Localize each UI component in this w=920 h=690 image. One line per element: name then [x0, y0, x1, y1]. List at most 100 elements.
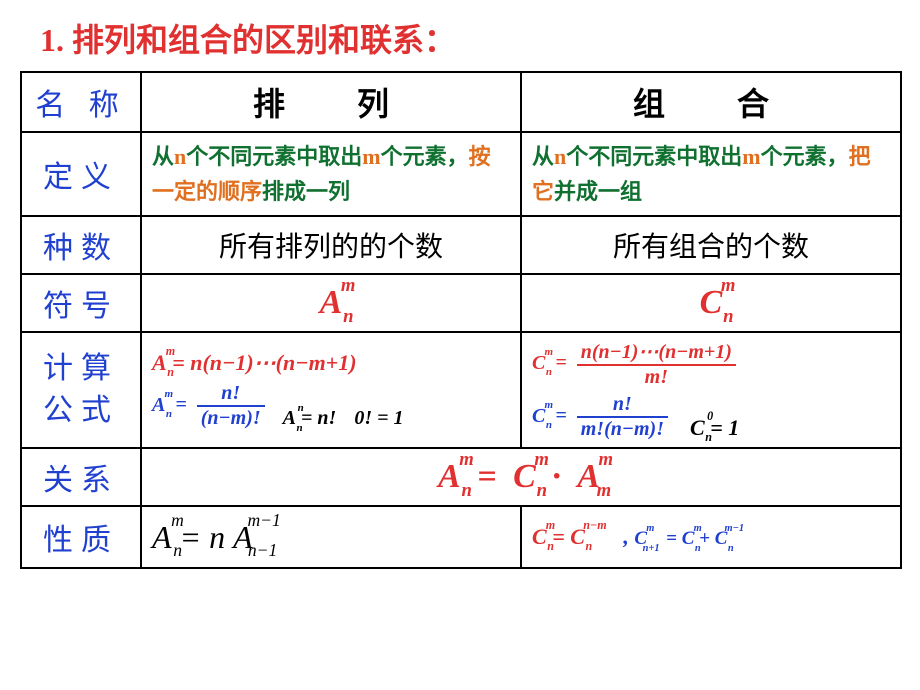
symbol-comb: Cmn [521, 274, 901, 332]
perm-f3: Ann = n! [283, 407, 337, 430]
property-label: 性质 [21, 506, 141, 568]
pp-lhs-sub: n [173, 540, 182, 561]
comb-f1: Cmn = n(n−1)⋯(n−m+1)m! [532, 339, 890, 389]
pc1-lhs-sub: n [547, 539, 554, 554]
prop-perm-eq: Amn = n Am−1n−1 [152, 519, 253, 555]
rel-A2-sub: m [597, 480, 616, 502]
def-label-text: 定义 [43, 161, 119, 194]
cf2-den: m!(n−m)! [577, 416, 668, 441]
relation-label-text: 关系 [43, 464, 119, 497]
header-row: 名 称 排 列 组 合 [21, 72, 901, 132]
pc2-r1-sup: m [694, 523, 702, 534]
rel-C-sup: m [534, 449, 553, 471]
page-container: 1. 排列和组合的区别和联系： 名 称 排 列 组 合 定义 从n个不同元素中取… [0, 0, 920, 690]
def-perm-t2: n [174, 144, 186, 169]
count-label: 种数 [21, 216, 141, 274]
pc2-r1: C [682, 528, 695, 549]
formula-perm: Amn = n(n−1)⋯(n−m+1) Amn = n!(n−m)! Ann … [141, 332, 521, 448]
def-perm: 从n个不同元素中取出m个元素，按一定的顺序排成一列 [141, 132, 521, 216]
pf2-num: n! [197, 382, 265, 405]
sym-C-sup: m [721, 275, 736, 297]
pf1-A: A [152, 350, 167, 375]
header-perm: 排 列 [141, 72, 521, 132]
def-label: 定义 [21, 132, 141, 216]
pp-lhs: A [152, 519, 172, 555]
symbol-label: 符号 [21, 274, 141, 332]
perm-f2: Amn = n!(n−m)! [152, 382, 265, 430]
comb-f2: Cmn = n!m!(n−m)! [532, 393, 668, 441]
sym-C-sub: n [723, 306, 733, 328]
sym-C: C [700, 284, 723, 321]
rel-A1-sup: m [459, 449, 478, 471]
pf1-rhs: = n(n−1)⋯(n−m+1) [172, 350, 356, 375]
pp-eq: = n [180, 519, 226, 555]
formula-row: 计算 公式 Amn = n(n−1)⋯(n−m+1) Amn = n!(n−m)… [21, 332, 901, 448]
pc1-lhs: C [532, 524, 547, 549]
pc2-lhs-sub: n+1 [643, 543, 660, 554]
definition-row: 定义 从n个不同元素中取出m个元素，按一定的顺序排成一列 从n个不同元素中取出m… [21, 132, 901, 216]
comparison-table: 名 称 排 列 组 合 定义 从n个不同元素中取出m个元素，按一定的顺序排成一列… [20, 71, 902, 569]
symbol-row: 符号 Amn Cmn [21, 274, 901, 332]
cf1-num: n(n−1)⋯(n−m+1) [577, 339, 736, 364]
pc1-lhs-sup: m [546, 518, 555, 533]
title-text: 排列和组合的区别和联系： [72, 22, 456, 58]
formula-label: 计算 公式 [21, 332, 141, 448]
property-label-text: 性质 [43, 524, 119, 557]
relation-formula: Amn = Cmn · Amm [141, 448, 901, 506]
pc1-rhs-sub: n [585, 539, 592, 554]
count-comb: 所有组合的个数 [521, 216, 901, 274]
count-label-text: 种数 [43, 232, 119, 265]
perm-f1: Amn = n(n−1)⋯(n−m+1) [152, 350, 510, 376]
def-perm-t7: 排成一列 [262, 179, 350, 204]
formula-label-2: 公式 [43, 394, 119, 427]
cf1-C: C [532, 352, 545, 374]
cf2-C: C [532, 405, 545, 427]
pp-lhs-sup: m [171, 510, 184, 531]
symbol-label-text: 符号 [43, 290, 119, 323]
pc2-eq: = [661, 528, 681, 549]
prop-comb-comma: , [623, 524, 629, 549]
sym-A-sub: n [343, 306, 353, 328]
pc2-r2-sub: n [728, 543, 734, 554]
title-prefix: 1. [40, 22, 64, 58]
header-name: 名 称 [21, 72, 141, 132]
def-perm-t5: 个元素， [381, 144, 469, 169]
def-comb-t5: 个元素， [761, 144, 849, 169]
header-comb: 组 合 [521, 72, 901, 132]
pp-rhs-sub: n−1 [248, 540, 277, 561]
def-perm-t4: m [362, 144, 380, 169]
pc2-r1-sub: n [695, 543, 701, 554]
pf2-den: (n−m)! [197, 405, 265, 430]
def-comb-t7: 并成一组 [554, 179, 642, 204]
rel-C-sub: n [537, 480, 551, 502]
cf1-den: m! [577, 364, 736, 389]
def-comb-t4: m [742, 144, 760, 169]
pf2-A: A [152, 394, 165, 416]
rel-dot: · [552, 458, 577, 495]
prop-comb-p1: Cmn = Cn−mn [532, 524, 590, 549]
sym-A: A [320, 284, 343, 321]
count-row: 种数 所有排列的的个数 所有组合的个数 [21, 216, 901, 274]
relation-label: 关系 [21, 448, 141, 506]
pf3-A: A [283, 407, 296, 429]
sym-A-sup: m [341, 275, 356, 297]
pp-rhs-sup: m−1 [247, 510, 280, 531]
symbol-perm-A: Amn [320, 284, 343, 322]
cf3-eq: = 1 [710, 415, 739, 440]
pc2-lhs-sup: m [646, 523, 654, 534]
page-title: 1. 排列和组合的区别和联系： [0, 15, 920, 61]
def-perm-t3: 个不同元素中取出 [186, 144, 362, 169]
symbol-comb-C: Cmn [700, 284, 723, 322]
pc1-rhs-sup: n−m [583, 518, 606, 533]
header-name-text: 名 称 [35, 89, 127, 122]
pf3-eq: = n! [301, 407, 336, 429]
cf3-C: C [690, 415, 705, 440]
formula-label-1: 计算 [43, 352, 119, 385]
property-row: 性质 Amn = n Am−1n−1 Cmn = Cn−mn , Cm n+1 [21, 506, 901, 568]
relation-row: 关系 Amn = Cmn · Amm [21, 448, 901, 506]
formula-comb: Cmn = n(n−1)⋯(n−m+1)m! Cmn = n!m!(n−m)! … [521, 332, 901, 448]
cf2-num: n! [577, 393, 668, 416]
def-comb: 从n个不同元素中取出m个元素，把它并成一组 [521, 132, 901, 216]
perm-f4: 0! = 1 [354, 407, 403, 430]
property-perm: Amn = n Am−1n−1 [141, 506, 521, 568]
